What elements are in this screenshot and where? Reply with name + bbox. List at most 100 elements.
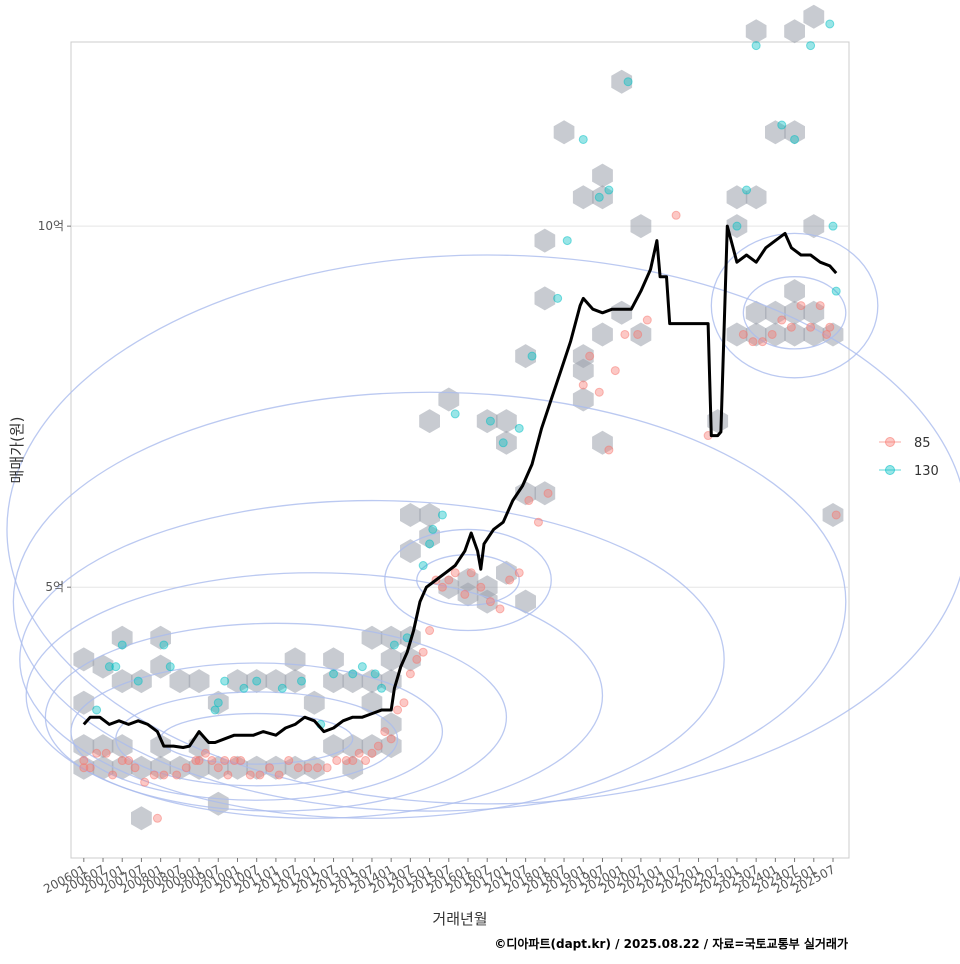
data-point-85 [149,770,159,780]
hexbin [323,669,344,694]
trend-layer [82,224,838,749]
hexbin [592,430,613,455]
hexbin [438,387,460,412]
hexbin [188,669,210,694]
data-point-85 [822,329,832,339]
hexbin [745,300,767,325]
data-point-85 [284,756,294,766]
data-point-130 [252,676,262,686]
legend-key-point [885,465,895,475]
data-point-85 [758,337,768,347]
data-point-85 [543,488,553,498]
data-point-85 [220,756,230,766]
density-contour [416,554,520,606]
hexbin [131,755,152,780]
hexbin [784,279,805,304]
data-point-130 [329,669,339,679]
data-point-130 [213,698,223,708]
hexbin [803,322,825,347]
hexbin [150,654,171,679]
hexbin [765,322,786,347]
data-point-85 [92,748,102,758]
data-point-130 [527,351,537,361]
data-point-130 [562,236,572,246]
data-point-85 [313,763,323,773]
density-contour [12,391,847,812]
legend-key-point [885,437,895,447]
hexbin [169,669,191,694]
data-point-85 [825,322,835,332]
hexbin [592,163,613,188]
data-point-85 [181,763,191,773]
hexbin [726,214,748,239]
data-point-130 [831,286,841,296]
data-point-85 [460,589,470,599]
hexbin-layer [73,4,844,831]
data-point-85 [815,301,825,311]
data-point-85 [485,597,495,607]
y-tick-labels: 5억 10억 [38,219,71,594]
data-point-85 [777,315,787,325]
density-contour [25,572,604,819]
data-point-85 [831,510,841,520]
hexbin [476,409,498,434]
data-point-85 [200,748,210,758]
data-point-130 [159,640,169,650]
data-point-130 [578,134,588,144]
data-point-85 [796,301,806,311]
data-point-85 [412,654,422,664]
density-contour [384,528,552,632]
data-point-85 [466,568,476,578]
data-point-130 [553,293,563,303]
data-point-85 [108,770,118,780]
data-point-85 [213,763,223,773]
data-point-85 [303,763,313,773]
hexbin [784,300,805,325]
data-point-85 [450,568,460,578]
hexbin [361,690,383,715]
data-point-130 [828,221,838,231]
hexbin [380,734,402,759]
data-point-130 [357,662,367,672]
hexbin [227,669,248,694]
data-point-130 [370,669,380,679]
hexbin [496,430,517,455]
data-point-85 [514,568,524,578]
data-point-130 [498,438,508,448]
hexbin [73,647,95,672]
plot-panel [70,41,850,859]
data-point-130 [104,662,114,672]
hexbin [303,755,325,780]
hexbin [246,755,268,780]
data-point-130 [806,41,816,51]
hexbin [111,625,133,650]
density-contour [19,499,725,819]
data-point-85 [393,705,403,715]
data-point-130 [92,705,102,715]
hexbin [150,734,171,759]
points-layer [79,19,841,823]
data-point-85 [405,669,415,679]
hexbin [419,409,440,434]
data-point-130 [117,640,127,650]
hexbin [745,185,767,210]
data-point-130 [348,669,358,679]
data-point-85 [671,210,681,220]
data-point-130 [418,561,428,571]
hexbin [726,185,748,210]
data-point-85 [152,813,162,823]
data-point-85 [341,756,351,766]
hexbin [342,734,364,759]
data-point-85 [767,329,777,339]
data-point-85 [594,387,604,397]
data-point-85 [274,770,284,780]
y-tick-label: 10억 [38,219,64,233]
data-point-130 [425,539,435,549]
density-contour-layer [6,232,960,819]
data-point-130 [111,662,121,672]
hexbin [630,322,652,347]
hexbin [361,734,383,759]
data-point-85 [85,763,95,773]
hexbin [361,625,383,650]
